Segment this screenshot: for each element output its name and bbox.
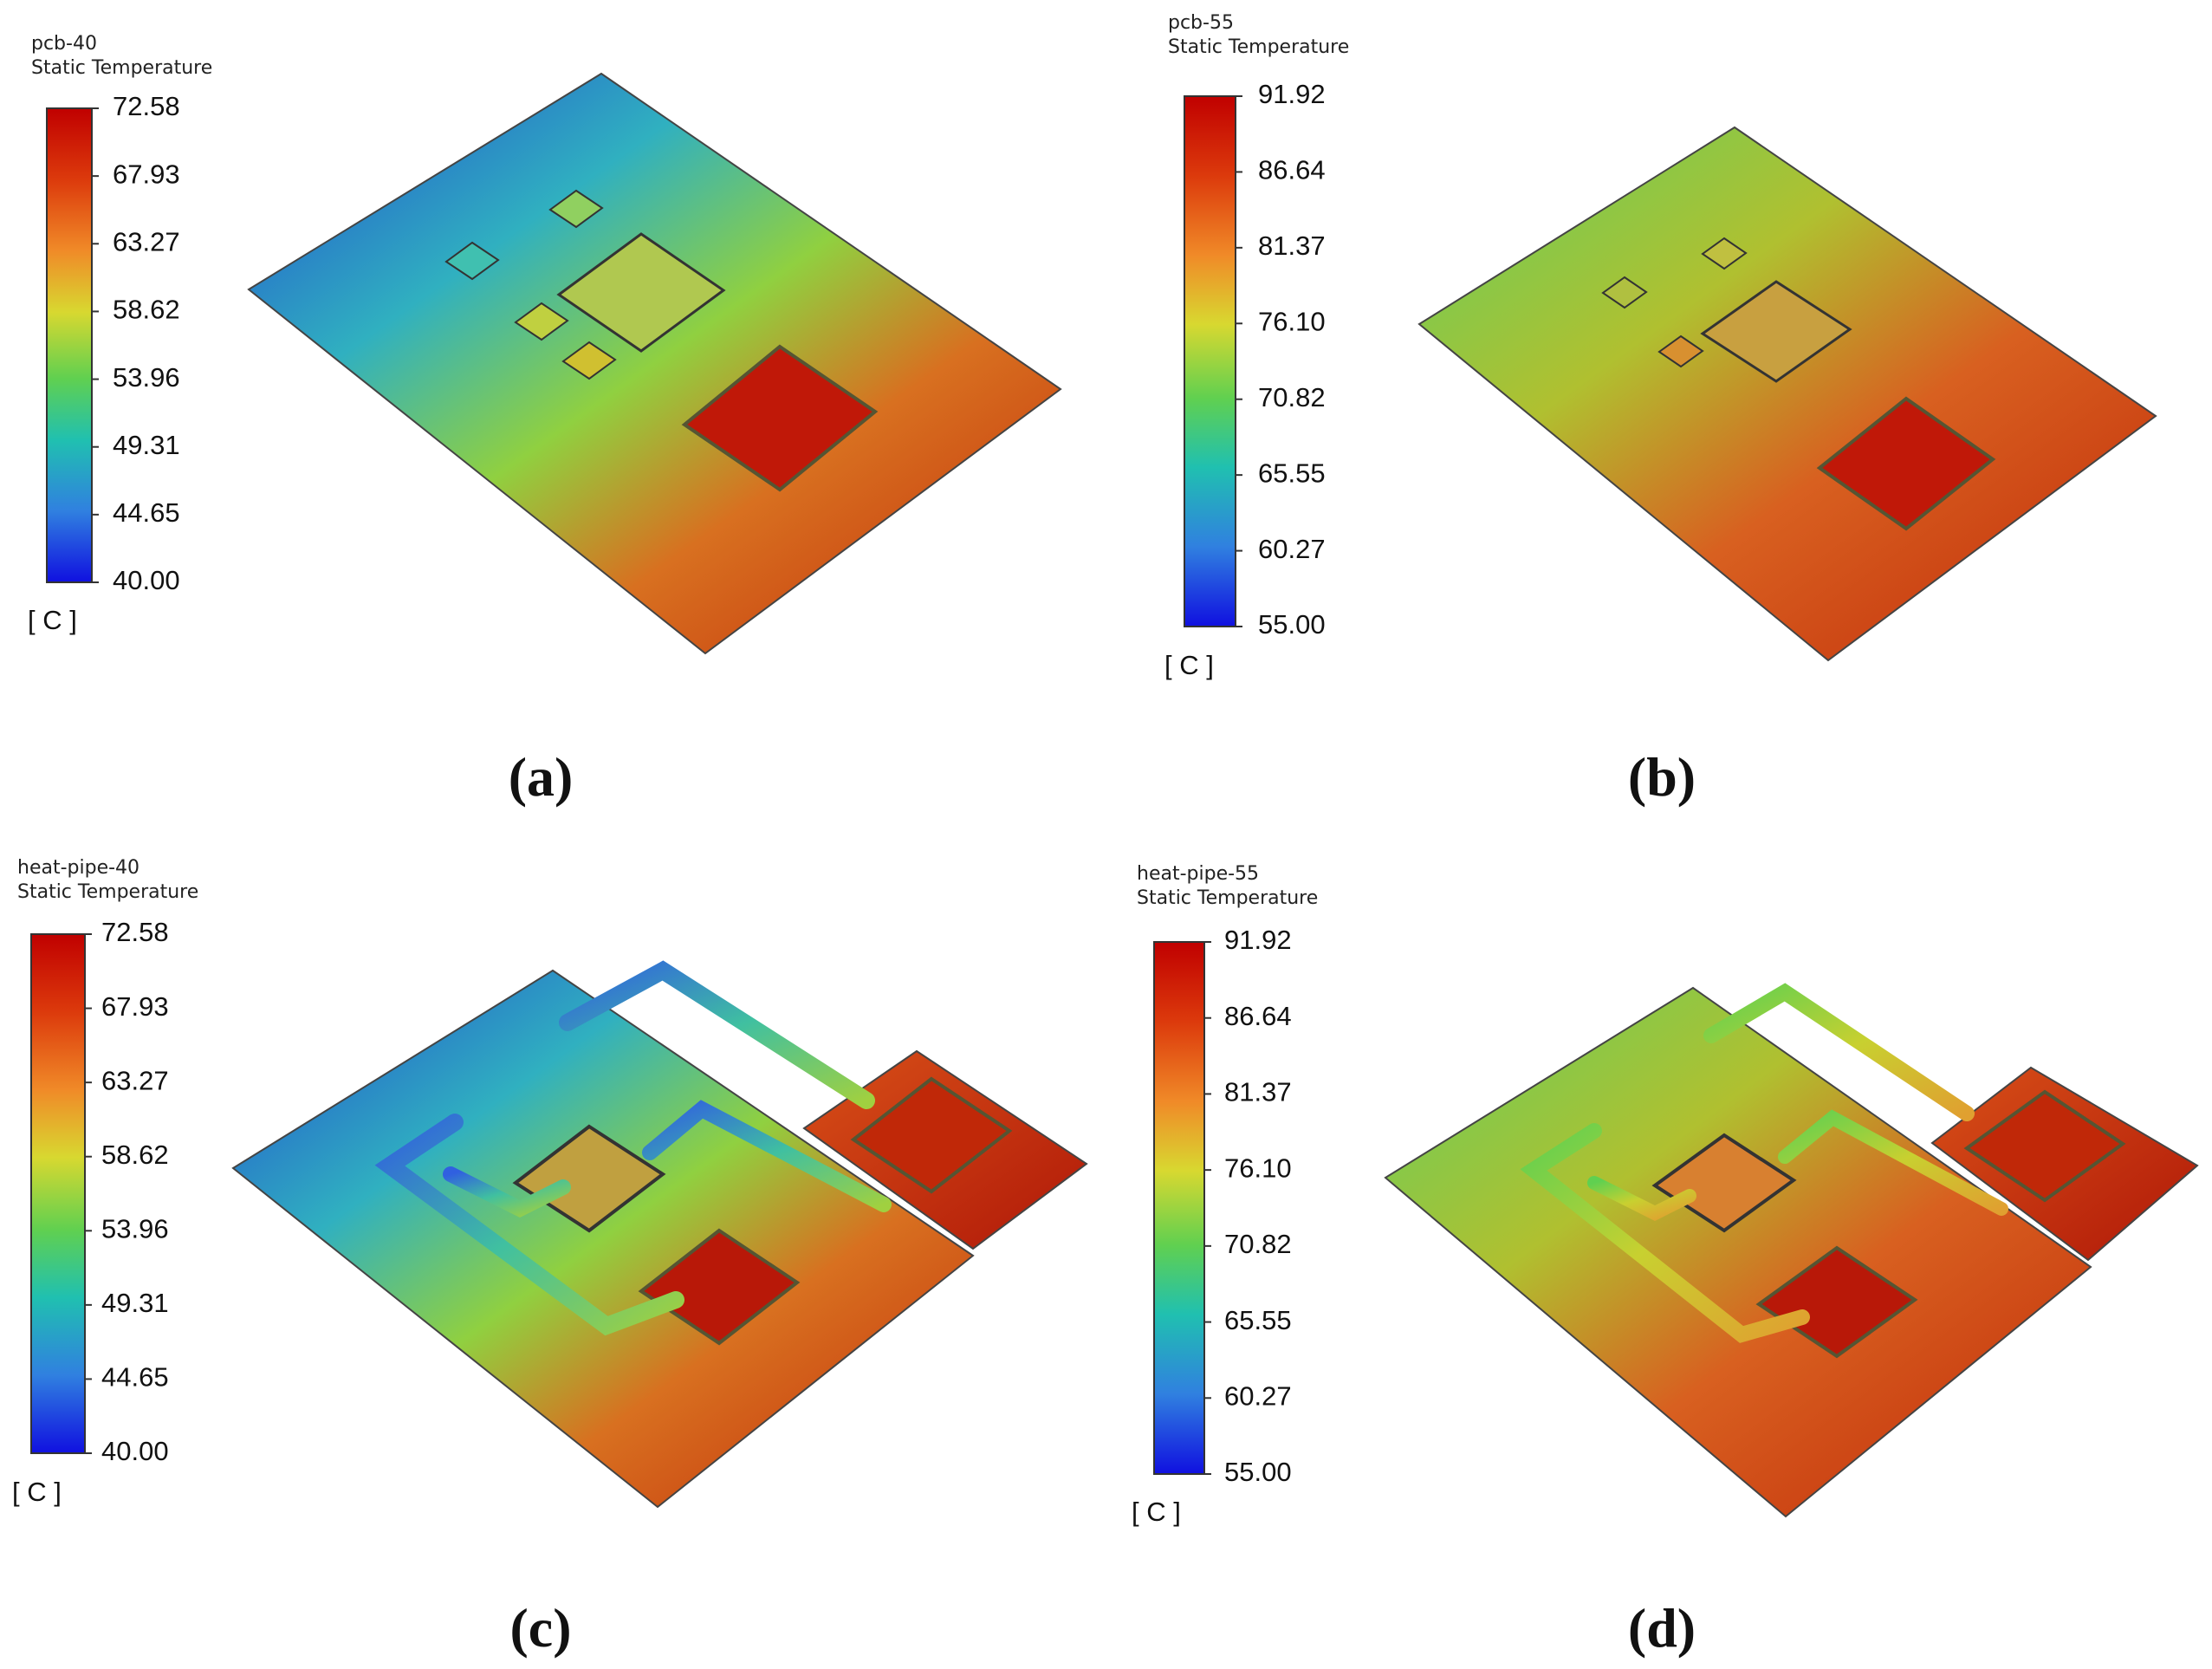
colorbar: [46, 107, 93, 583]
panel-caption: (c): [509, 1597, 571, 1659]
panel-title: heat-pipe-55: [1137, 863, 1259, 885]
pcb-model: [247, 72, 1062, 655]
quantity-label: Static Temperature: [1168, 36, 1349, 58]
quantity-label: Static Temperature: [31, 57, 212, 79]
panel-caption: (d): [1628, 1597, 1696, 1659]
colorbar-label: 81.37: [1258, 231, 1326, 261]
unit-label: [ C ]: [1164, 650, 1214, 680]
colorbar-label: 60.27: [1224, 1380, 1292, 1411]
colorbar: [30, 933, 86, 1454]
colorbar-label: 86.64: [1258, 155, 1326, 185]
colorbar-label: 72.58: [101, 917, 169, 947]
unit-label: [ C ]: [28, 605, 77, 635]
colorbar-label: 76.10: [1258, 306, 1326, 336]
colorbar: [1153, 941, 1205, 1475]
colorbar-label: 53.96: [101, 1213, 169, 1244]
colorbar-label: 91.92: [1224, 925, 1292, 955]
colorbar-label: 63.27: [113, 226, 180, 257]
colorbar-label: 65.55: [1224, 1305, 1292, 1335]
panel-caption: (b): [1628, 746, 1696, 808]
colorbar-label: 60.27: [1258, 534, 1326, 564]
colorbar-label: 67.93: [113, 159, 180, 189]
colorbar-label: 55.00: [1224, 1457, 1292, 1487]
colorbar-label: 91.92: [1258, 79, 1326, 109]
colorbar-label: 70.82: [1224, 1229, 1292, 1259]
pcb-model: [1417, 126, 2157, 662]
unit-label: [ C ]: [1132, 1497, 1181, 1527]
colorbar-label: 49.31: [113, 430, 180, 460]
colorbar-label: 49.31: [101, 1288, 169, 1318]
heat-pipe-model: [231, 960, 1088, 1509]
colorbar: [1184, 95, 1236, 627]
panel-title: pcb-55: [1168, 12, 1234, 34]
colorbar-label: 53.96: [113, 362, 180, 393]
colorbar-label: 63.27: [101, 1065, 169, 1095]
colorbar-label: 40.00: [113, 565, 180, 595]
panel-caption: (a): [509, 746, 574, 808]
heat-pipe-model: [1384, 983, 2199, 1518]
colorbar-label: 65.55: [1258, 458, 1326, 488]
colorbar-label: 58.62: [113, 295, 180, 325]
panel-title: heat-pipe-40: [17, 857, 139, 879]
colorbar-label: 86.64: [1224, 1001, 1292, 1031]
colorbar-label: 76.10: [1224, 1153, 1292, 1183]
panel-title: pcb-40: [31, 33, 97, 55]
colorbar-label: 70.82: [1258, 382, 1326, 412]
colorbar-label: 40.00: [101, 1436, 169, 1466]
quantity-label: Static Temperature: [1137, 887, 1318, 909]
colorbar-label: 67.93: [101, 991, 169, 1022]
unit-label: [ C ]: [12, 1477, 62, 1507]
colorbar-label: 81.37: [1224, 1077, 1292, 1107]
colorbar-label: 58.62: [101, 1140, 169, 1170]
quantity-label: Static Temperature: [17, 881, 198, 903]
colorbar-label: 44.65: [113, 497, 180, 528]
colorbar-label: 44.65: [101, 1362, 169, 1393]
colorbar-label: 72.58: [113, 91, 180, 121]
colorbar-label: 55.00: [1258, 609, 1326, 640]
